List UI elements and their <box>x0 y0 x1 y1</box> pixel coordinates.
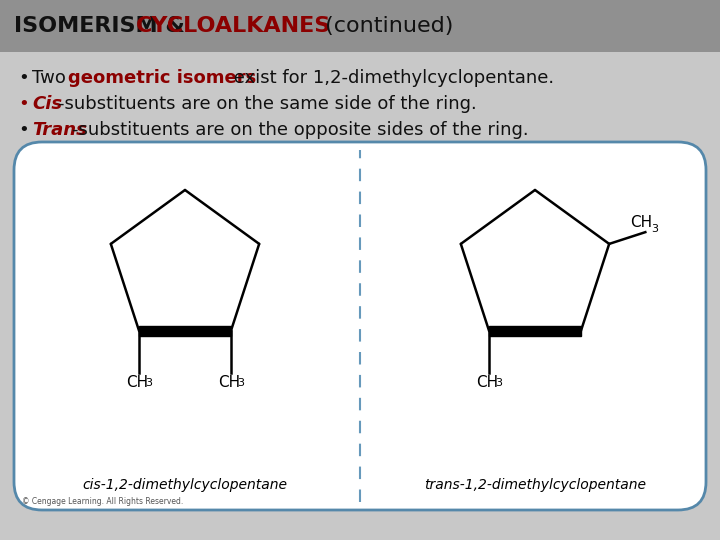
Text: •: • <box>18 95 29 113</box>
Text: (continued): (continued) <box>318 16 454 36</box>
Text: •: • <box>18 69 29 87</box>
Text: -substituents are on the same side of the ring.: -substituents are on the same side of th… <box>58 95 477 113</box>
Text: ISOMERISM &: ISOMERISM & <box>14 16 193 36</box>
Text: 3: 3 <box>238 378 244 388</box>
Text: Two: Two <box>32 69 71 87</box>
Text: cis-1,2-dimethylcyclopentane: cis-1,2-dimethylcyclopentane <box>83 478 287 492</box>
Polygon shape <box>489 326 581 336</box>
Text: 3: 3 <box>145 378 153 388</box>
Text: Trans: Trans <box>32 121 87 139</box>
Text: CH: CH <box>126 375 148 390</box>
Text: trans-1,2-dimethylcyclopentane: trans-1,2-dimethylcyclopentane <box>424 478 646 492</box>
Text: exist for 1,2-dimethylcyclopentane.: exist for 1,2-dimethylcyclopentane. <box>228 69 554 87</box>
Text: CYCLOALKANES: CYCLOALKANES <box>136 16 331 36</box>
Text: •: • <box>18 121 29 139</box>
Text: geometric isomers: geometric isomers <box>68 69 256 87</box>
Bar <box>0 0 720 52</box>
FancyBboxPatch shape <box>14 142 706 510</box>
Polygon shape <box>139 326 231 336</box>
Text: © Cengage Learning. All Rights Reserved.: © Cengage Learning. All Rights Reserved. <box>22 497 184 507</box>
Text: CH: CH <box>630 215 652 230</box>
Text: CH: CH <box>476 375 498 390</box>
Text: -substituents are on the opposite sides of the ring.: -substituents are on the opposite sides … <box>72 121 528 139</box>
Text: CH: CH <box>217 375 240 390</box>
Text: Cis: Cis <box>32 95 62 113</box>
Text: 3: 3 <box>495 378 503 388</box>
Text: 3: 3 <box>651 224 658 234</box>
